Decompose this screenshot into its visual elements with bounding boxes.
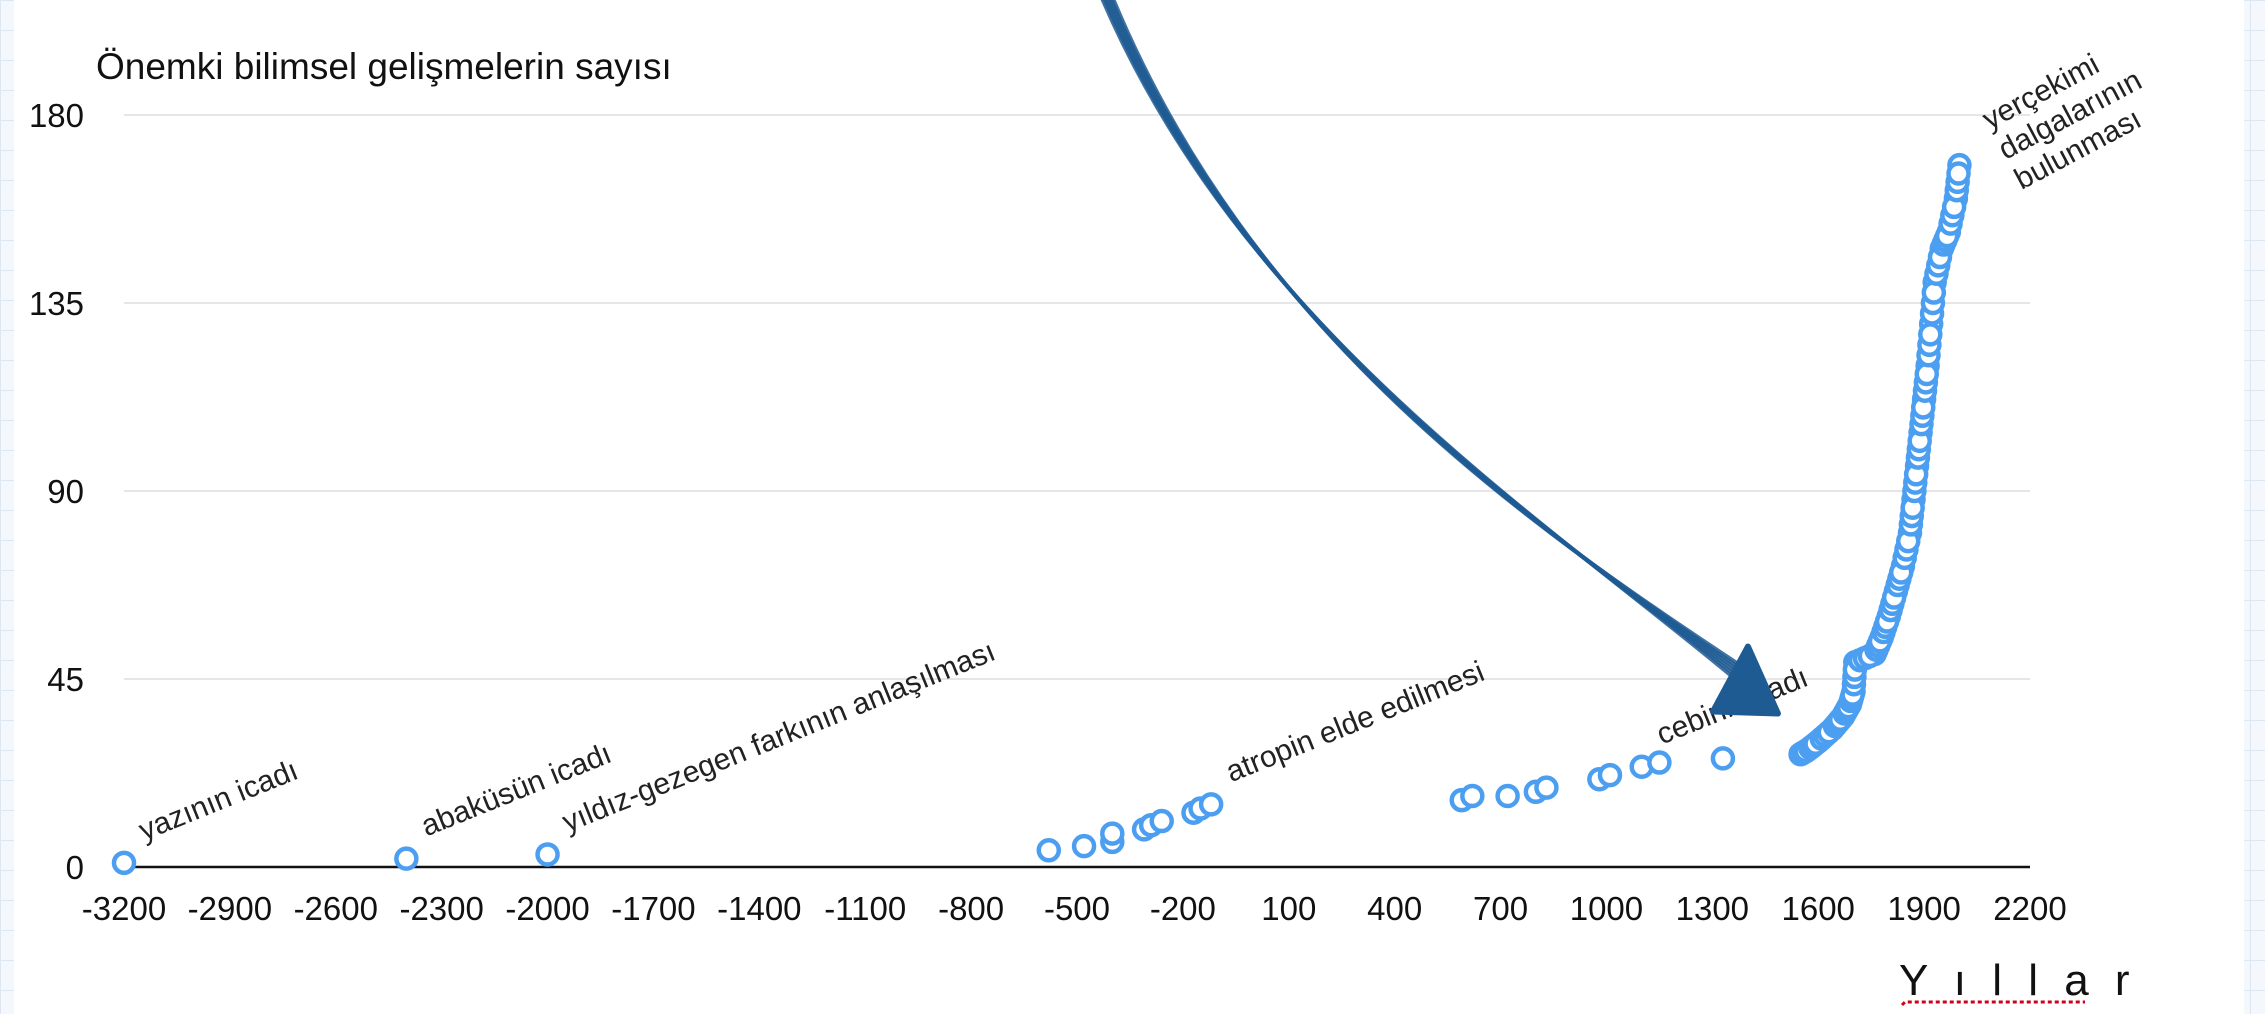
y-tick-label: 45 — [47, 661, 84, 698]
y-tick-label: 0 — [66, 849, 84, 886]
x-tick-label: -800 — [938, 890, 1004, 927]
y-tick-label: 90 — [47, 473, 84, 510]
data-point — [1198, 792, 1224, 817]
arrow-stroke — [1109, 0, 1754, 679]
arrow-head — [1709, 643, 1781, 717]
x-tick-label: 400 — [1367, 890, 1422, 927]
x-tick-label: -200 — [1150, 890, 1216, 927]
scatter-chart: 0 45 90 135 180 -3200 -2900 -2600 -2300 -2000 -170… — [29, 0, 2163, 1007]
y-tick-label: 135 — [29, 285, 84, 322]
data-point — [1460, 783, 1485, 809]
gridlines — [124, 114, 2030, 680]
annotation-label: yıldız-gezegen farkının anlaşılması — [558, 635, 1000, 839]
data-point — [1100, 821, 1125, 846]
x-tick-label: 2200 — [1993, 890, 2066, 927]
x-tick-label: 1300 — [1676, 890, 1749, 927]
x-tick-label: 1000 — [1570, 890, 1643, 927]
x-tick-label: -500 — [1044, 890, 1110, 927]
data-point — [1149, 808, 1174, 834]
data-point — [1710, 746, 1736, 771]
x-tick-label: -2600 — [294, 890, 378, 927]
data-point — [111, 850, 137, 876]
data-point — [394, 846, 419, 871]
spellcheck-underline — [1900, 1000, 2085, 1007]
arrow-stroke — [1102, 0, 1747, 685]
data-point — [1918, 322, 1943, 347]
annotation-label: yerçekimidalgalarınınbulunması — [1977, 34, 2163, 197]
data-points — [111, 152, 1972, 876]
y-tick-label: 180 — [29, 97, 84, 134]
x-tick-label: 100 — [1261, 890, 1316, 927]
annotation-label: atropin elde edilmesi — [1221, 655, 1488, 789]
chart-card: 0 45 90 135 180 -3200 -2900 -2600 -2300 -2000 -170… — [14, 0, 2244, 1014]
x-tick-label: -2900 — [188, 890, 272, 927]
data-point — [1597, 762, 1623, 788]
axes: 0 45 90 135 180 -3200 -2900 -2600 -2300 -2000 -170… — [29, 97, 2067, 927]
arrow-stroke — [1111, 0, 1756, 677]
x-tick-label: -1700 — [611, 890, 695, 927]
hand-drawn-arrow — [1100, 0, 1781, 717]
data-point — [1495, 783, 1520, 809]
annotations: yazının icadı abaküsün icadıyıldız-gezege… — [134, 34, 2163, 848]
data-point — [1036, 838, 1062, 863]
x-tick-label: 700 — [1473, 890, 1528, 927]
x-tick-label: 1600 — [1782, 890, 1855, 927]
x-axis-label: Y ı l l a r — [1899, 956, 2137, 1005]
x-tick-label: -2300 — [399, 890, 483, 927]
chart-title: Önemki bilimsel gelişmelerin sayısı — [96, 46, 672, 87]
x-tick-label: -2000 — [505, 890, 589, 927]
arrow-stroke — [1105, 0, 1749, 683]
data-point — [535, 842, 560, 867]
x-tick-label: -3200 — [82, 890, 166, 927]
arrow-stroke — [1100, 0, 1745, 688]
x-tick-label: -1400 — [717, 890, 801, 927]
data-point — [1647, 750, 1672, 775]
arrow-stroke — [1107, 0, 1752, 681]
data-point — [1534, 775, 1559, 800]
x-tick-label: 1900 — [1887, 890, 1960, 927]
x-tick-label: -1100 — [824, 890, 906, 927]
data-point — [1071, 833, 1097, 859]
annotation-label: yazının icadı — [134, 754, 303, 848]
data-point — [1946, 161, 1971, 186]
